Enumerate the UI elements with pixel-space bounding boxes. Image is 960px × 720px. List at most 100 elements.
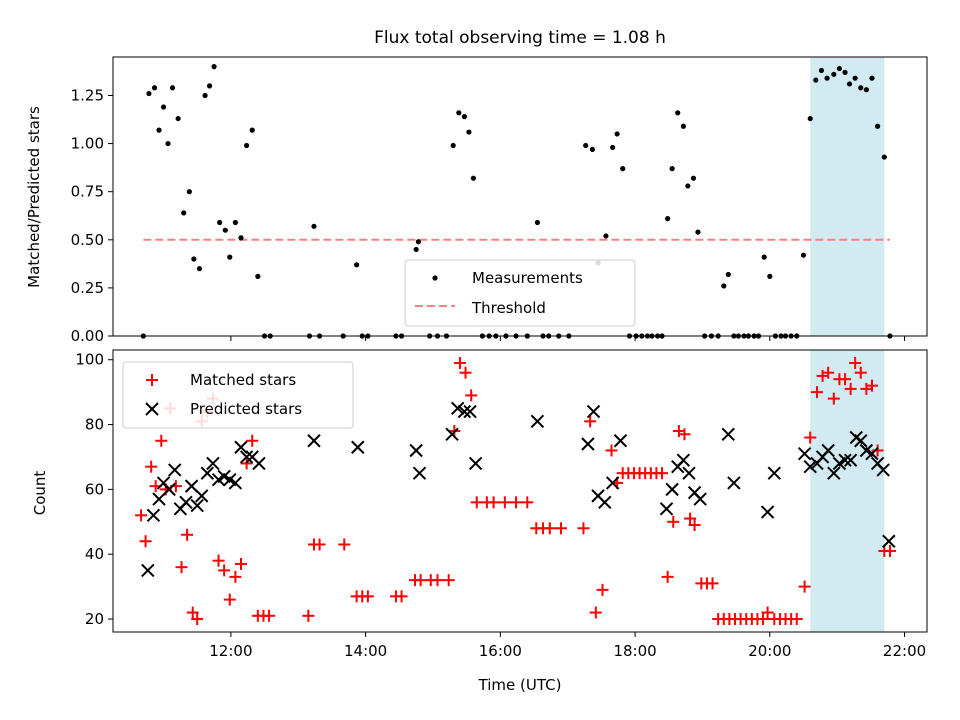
predicted-star-point xyxy=(252,456,266,471)
measurement-point xyxy=(175,115,181,122)
matched-star-point xyxy=(145,460,158,473)
bottom-legend-predicted-label: Predicted stars xyxy=(190,400,302,418)
measurement-point xyxy=(196,266,203,272)
matched-star-point xyxy=(218,564,231,577)
top-y-tick-label: 0.75 xyxy=(71,183,104,201)
predicted-star-point xyxy=(803,459,817,474)
matched-star-point xyxy=(688,519,701,532)
matched-star-point xyxy=(487,496,500,509)
measurement-point xyxy=(232,219,238,226)
bottom-panel: 20 40 60 80 100 12:00 14:00 16:00 18:00 20:00 22:0… xyxy=(31,349,928,694)
matched-star-point xyxy=(798,580,811,593)
measurement-point xyxy=(675,110,681,116)
measurement-point xyxy=(238,235,244,241)
bottom-x-axis-label: Time (UTC) xyxy=(478,676,562,694)
matched-star-point xyxy=(470,496,483,509)
predicted-star-point xyxy=(760,505,775,519)
predicted-star-point xyxy=(727,476,741,490)
top-y-tick-label: 0.50 xyxy=(71,231,104,249)
predicted-star-point xyxy=(179,495,193,510)
measurement-point xyxy=(456,110,462,116)
top-legend-measurements-label: Measurements xyxy=(472,269,583,287)
bottom-x-tick-label: 18:00 xyxy=(613,642,656,660)
measurement-point xyxy=(852,75,858,81)
matched-star-point xyxy=(229,570,242,583)
measurement-point xyxy=(202,92,208,99)
measurement-point xyxy=(165,140,171,147)
matched-star-point xyxy=(589,606,602,619)
matched-star-point xyxy=(854,366,867,379)
measurement-point xyxy=(603,233,609,239)
measurement-point xyxy=(461,114,468,120)
predicted-star-point xyxy=(450,401,465,416)
measurement-point xyxy=(206,83,213,89)
measurement-point xyxy=(227,254,233,260)
measurement-point xyxy=(869,75,875,81)
bottom-legend-box xyxy=(122,361,354,429)
matched-star-point xyxy=(431,574,444,587)
predicted-star-point xyxy=(797,447,812,461)
matched-star-point xyxy=(155,434,168,447)
matched-star-point xyxy=(313,538,326,551)
measurement-point xyxy=(415,239,421,245)
bottom-y-tick-label: 40 xyxy=(85,545,104,563)
matched-star-point xyxy=(191,613,204,626)
matched-star-point xyxy=(804,431,817,444)
predicted-star-point xyxy=(581,437,595,451)
matched-star-point xyxy=(883,544,896,557)
matched-star-point xyxy=(684,512,697,525)
measurement-point xyxy=(466,129,472,135)
predicted-star-point xyxy=(351,440,365,454)
measurement-point xyxy=(534,219,541,226)
measurement-point xyxy=(169,85,176,91)
predicted-star-point xyxy=(412,466,427,480)
matched-star-point xyxy=(302,609,315,622)
matched-star-point xyxy=(706,577,719,590)
top-highlight-band xyxy=(810,57,885,336)
matched-star-point xyxy=(338,538,351,551)
predicted-star-point xyxy=(843,453,858,467)
predicted-star-point xyxy=(463,404,477,419)
bottom-y-axis-label: Count xyxy=(31,471,49,516)
predicted-star-point xyxy=(586,404,601,419)
measurement-point xyxy=(680,123,686,129)
top-y-tick-label: 1.25 xyxy=(71,86,104,104)
predicted-star-point xyxy=(228,476,243,490)
matched-star-point xyxy=(871,444,884,457)
predicted-star-point xyxy=(659,502,674,516)
predicted-star-point xyxy=(827,466,841,480)
measurement-point xyxy=(863,87,869,93)
bottom-x-tick-label: 20:00 xyxy=(748,642,791,660)
measurement-point xyxy=(354,262,360,268)
bottom-x-tick-label: 16:00 xyxy=(479,642,522,660)
measurement-point xyxy=(222,227,228,233)
predicted-star-point xyxy=(665,482,679,497)
matched-star-point xyxy=(246,434,259,447)
matched-star-point xyxy=(212,554,225,567)
measurement-point xyxy=(836,65,843,72)
matched-star-point xyxy=(596,583,609,596)
bottom-legend-predicted-marker xyxy=(145,402,159,416)
predicted-star-point xyxy=(468,456,483,471)
predicted-star-point xyxy=(141,563,155,578)
predicted-star-point xyxy=(821,443,835,458)
measurement-point xyxy=(721,283,727,289)
measurement-point xyxy=(665,216,671,222)
matched-star-point xyxy=(223,593,236,606)
matched-star-point xyxy=(498,496,511,509)
bottom-plot-frame xyxy=(112,349,928,633)
predicted-star-point xyxy=(865,447,879,461)
top-legend: Measurements Threshold xyxy=(404,259,636,327)
matched-star-point xyxy=(605,444,618,457)
matched-star-point xyxy=(810,386,823,399)
matched-star-point xyxy=(135,509,148,522)
measurement-point xyxy=(249,127,255,133)
matched-star-point xyxy=(790,613,803,626)
predicted-star-point xyxy=(307,434,321,448)
matched-star-point xyxy=(661,570,674,583)
measurement-point xyxy=(450,142,456,149)
top-chart-title: Flux total observing time = 1.08 h xyxy=(374,28,666,48)
matched-star-point xyxy=(139,535,152,548)
measurement-point xyxy=(470,175,477,181)
